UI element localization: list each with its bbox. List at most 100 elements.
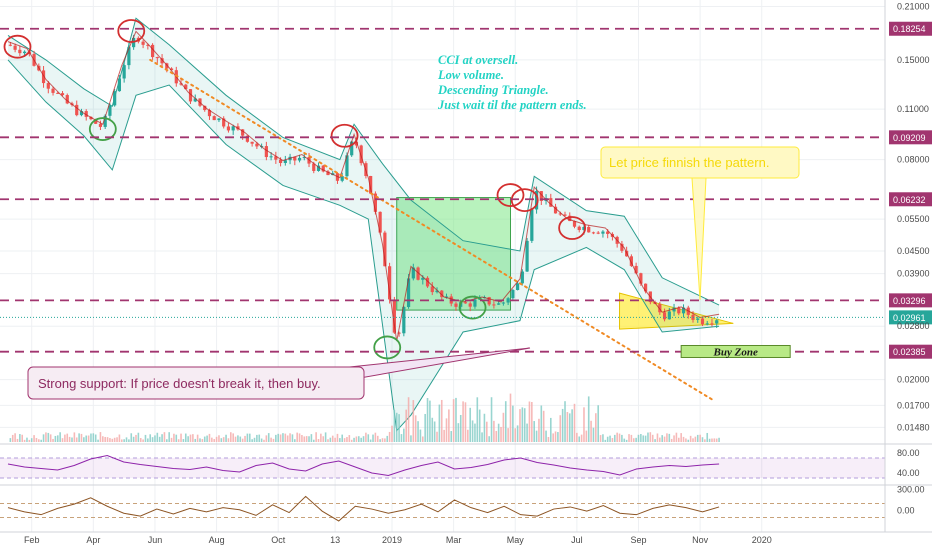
volume-bar <box>365 432 367 442</box>
candle-body <box>84 111 88 117</box>
volume-bar <box>668 433 671 442</box>
highlight-circle <box>458 295 487 320</box>
volume-bar <box>493 420 495 442</box>
x-tick-label: May <box>507 535 525 545</box>
volume-bar <box>232 433 234 442</box>
candle-body <box>378 211 382 233</box>
candle-body <box>165 63 169 69</box>
volume-bar <box>694 436 697 442</box>
candle-body <box>411 267 415 279</box>
volume-bar <box>547 436 550 442</box>
highlight-circle <box>558 216 587 240</box>
volume-bar <box>35 437 38 442</box>
volume-bar <box>156 432 159 442</box>
volume-bar <box>462 401 464 442</box>
candle-body <box>587 226 591 233</box>
candle-body <box>241 129 245 136</box>
note-line: Descending Triangle. <box>437 83 549 97</box>
volume-bar <box>630 434 633 442</box>
note-line: CCI at oversell. <box>438 53 518 67</box>
volume-bar <box>706 432 709 442</box>
volume-bar <box>350 439 353 442</box>
candle-body <box>700 318 705 325</box>
volume-bar <box>334 437 336 442</box>
candle-body <box>715 320 719 324</box>
volume-bar <box>457 423 460 442</box>
candle-body <box>179 83 183 85</box>
volume-bar <box>213 439 216 442</box>
volume-bar <box>713 438 716 442</box>
volume-bar <box>358 436 360 442</box>
volume-bar <box>362 436 365 442</box>
candle-body <box>22 51 27 54</box>
candle-body <box>245 135 249 142</box>
volume-bar <box>317 439 320 442</box>
volume-bar <box>561 408 564 442</box>
volume-bar <box>469 407 472 442</box>
volume-bar <box>113 437 116 442</box>
candle-body <box>596 232 600 234</box>
volume-bar <box>531 402 533 442</box>
volume-bar <box>628 434 630 442</box>
volume-bar <box>270 437 272 442</box>
candle-body <box>501 302 505 304</box>
volume-bar <box>424 413 426 442</box>
x-tick-label: 2019 <box>382 535 402 545</box>
candle-body <box>122 65 126 79</box>
volume-bar <box>391 425 393 442</box>
volume-bar <box>298 433 301 442</box>
volume-bar <box>329 437 332 442</box>
volume-bar <box>595 413 597 442</box>
candle-body <box>297 157 302 161</box>
volume-bar <box>708 438 711 442</box>
x-tick-label: 13 <box>330 535 340 545</box>
x-tick-label: Feb <box>24 535 40 545</box>
candle-body <box>193 98 197 102</box>
volume-bar <box>699 434 701 442</box>
volume-bar <box>106 437 109 442</box>
candle-body <box>18 49 22 54</box>
candle-body <box>463 302 468 304</box>
volume-bar <box>467 429 469 442</box>
level-label: 0.06232 <box>893 195 926 205</box>
volume-bar <box>180 433 182 442</box>
candle-body <box>56 92 60 94</box>
volume-bar <box>523 408 526 442</box>
volume-bar <box>312 439 315 442</box>
bollinger-bands-layer <box>7 17 720 432</box>
price-layer <box>7 30 720 442</box>
buy-zone: Buy Zone <box>680 344 791 358</box>
candle-body <box>639 273 643 284</box>
callout-support-text: Strong support: If price doesn't break i… <box>38 376 321 391</box>
volume-bar <box>230 432 232 442</box>
volume-bar <box>656 433 659 442</box>
volume-bar <box>687 439 690 442</box>
candle-body <box>662 312 667 320</box>
volume-bar <box>45 432 47 442</box>
note-line: Low volume. <box>437 68 504 82</box>
level-label-box <box>889 293 932 308</box>
volume-bar <box>421 436 424 442</box>
volume-bar <box>654 439 656 442</box>
volume-bar <box>395 412 398 442</box>
volume-bar <box>692 438 694 442</box>
volume-bar <box>585 430 588 442</box>
volume-bar <box>289 433 291 442</box>
volume-bar <box>521 407 524 442</box>
volume-bar <box>23 439 26 442</box>
volume-bar <box>135 434 137 442</box>
volume-bar <box>666 433 668 442</box>
level-label-box <box>889 21 932 36</box>
candle-body <box>425 277 430 287</box>
volume-bar <box>125 437 128 442</box>
candle-body <box>212 116 216 121</box>
volume-bar <box>68 436 71 442</box>
volume-bar <box>509 393 512 442</box>
volume-bar <box>310 434 313 442</box>
volume-bar <box>609 435 611 442</box>
level-label-box <box>889 344 932 359</box>
volume-bar <box>677 437 680 442</box>
volume-bar <box>218 435 220 442</box>
volume-bar <box>502 412 505 442</box>
